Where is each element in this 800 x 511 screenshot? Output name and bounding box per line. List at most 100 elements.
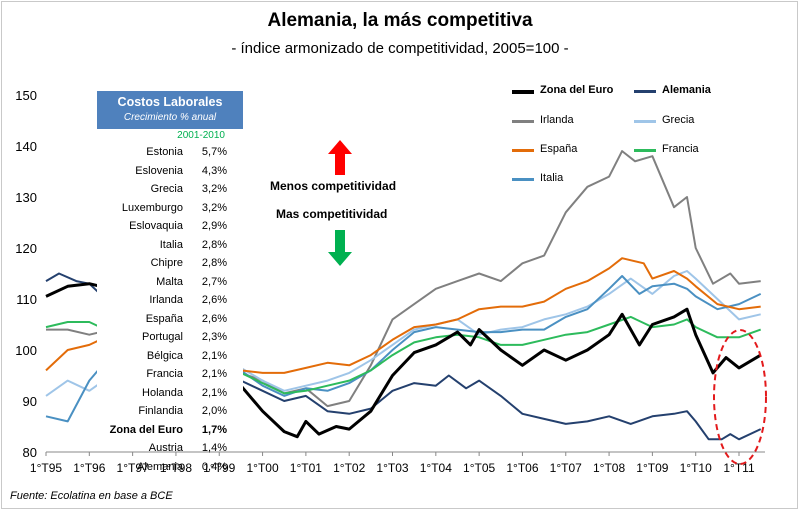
legend-swatch [512, 90, 534, 94]
arrow-up-icon [328, 140, 352, 175]
table-cell-value: 0,4% [201, 460, 227, 473]
table-cell-country: Francia [146, 368, 183, 380]
x-tick-label: 1°T03 [376, 461, 408, 475]
x-tick-label: 1°T04 [420, 461, 452, 475]
labor-costs-table: Costos Laborales Crecimiento % anual 200… [97, 91, 243, 473]
table-cell-country: España [145, 312, 183, 325]
table-row: Austria 1,4% [97, 439, 243, 458]
table-row: Holanda 2,1% [97, 384, 243, 403]
x-tick-label: 1°T97 [117, 461, 149, 475]
legend-label: Alemania [662, 84, 711, 96]
table-row: Estonia 5,7% [97, 143, 243, 162]
table-header: Costos Laborales Crecimiento % anual [97, 91, 243, 129]
table-cell-country: Zona del Euro [109, 423, 183, 436]
x-tick-label: 1°T05 [463, 461, 495, 475]
x-tick-label: 1°T00 [246, 461, 278, 475]
table-cell-value: 2,3% [201, 331, 227, 343]
legend-swatch [512, 149, 534, 152]
highlight-ellipse-chart [713, 329, 767, 465]
table-row: Eslovaquia 2,9% [97, 217, 243, 236]
table-cell-value: 1,7% [201, 423, 227, 436]
table-cell-value: 5,7% [201, 146, 227, 158]
table-title: Costos Laborales [117, 95, 223, 109]
table-row: Francia 2,1% [97, 365, 243, 384]
legend-label: Irlanda [540, 114, 574, 126]
source-note: Fuente: Ecolatina en base a BCE [10, 490, 173, 502]
table-cell-value: 2,8% [201, 238, 227, 251]
table-cell-country: Portugal [142, 331, 183, 343]
table-cell-country: Austria [148, 442, 183, 454]
table-cell-country: Chipre [150, 257, 183, 269]
table-cell-value: 2,6% [201, 294, 227, 306]
y-tick-label: 130 [15, 190, 37, 205]
table-cell-country: Alemania [137, 460, 183, 473]
legend-label: España [540, 143, 578, 155]
annotation-more-competitive: Mas competitividad [276, 207, 388, 221]
table-row: Chipre 2,8% [97, 254, 243, 273]
legend-swatch [634, 149, 656, 152]
chart-title: Alemania, la más competitiva [267, 10, 533, 31]
table-cell-country: Bélgica [146, 349, 183, 362]
table-period: 2001-2010 [177, 130, 225, 141]
legend-swatch [512, 178, 534, 181]
axes: 80 90 100 110 120 130 140 150 1°T95 1°T96 1°T97 1°T… [15, 88, 765, 475]
table-rows: Estonia 5,7% Eslovenia 4,3% Grecia 3,2% Luxemb… [97, 143, 243, 476]
table-cell-value: 2,1% [201, 386, 227, 399]
y-tick-label: 110 [16, 292, 37, 307]
x-tick-label: 1°T10 [680, 461, 712, 475]
table-cell-country: Finlandia [138, 405, 183, 417]
legend-label: Italia [540, 172, 564, 184]
table-row: Grecia 3,2% [97, 180, 243, 199]
y-tick-label: 90 [23, 394, 37, 409]
table-cell-country: Holanda [142, 386, 183, 399]
y-tick-label: 80 [23, 445, 37, 460]
x-tick-label: 1°T01 [290, 461, 322, 475]
table-cell-country: Irlanda [149, 294, 183, 306]
y-tick-label: 100 [15, 343, 37, 358]
legend-swatch [512, 120, 534, 123]
table-cell-value: 3,2% [201, 183, 227, 195]
y-tick-label: 120 [15, 241, 37, 256]
chart-subtitle: - índice armonizado de competitividad, 2… [231, 40, 569, 57]
y-tick-label: 150 [15, 88, 37, 103]
table-cell-country: Estonia [146, 146, 183, 158]
table-cell-country: Eslovaquia [129, 220, 183, 232]
table-cell-country: Luxemburgo [121, 201, 183, 214]
legend-label: Zona del Euro [540, 84, 614, 96]
table-cell-value: 2,8% [201, 257, 227, 269]
y-tick-label: 140 [15, 139, 37, 154]
table-cell-country: Malta [156, 275, 183, 288]
table-row: Portugal 2,3% [97, 328, 243, 347]
table-row: Zona del Euro 1,7% [97, 421, 243, 440]
table-row: Bélgica 2,1% [97, 347, 243, 366]
table-row: Italia 2,8% [97, 236, 243, 255]
x-tick-label: 1°T07 [550, 461, 582, 475]
x-tick-label: 1°T95 [30, 461, 62, 475]
table-cell-value: 2,7% [201, 275, 227, 288]
table-cell-value: 2,1% [201, 349, 227, 362]
x-tick-label: 1°T96 [73, 461, 105, 475]
x-tick-label: 1°T06 [506, 461, 538, 475]
table-row: Luxemburgo 3,2% [97, 199, 243, 218]
table-row: Irlanda 2,6% [97, 291, 243, 310]
table-row: Malta 2,7% [97, 273, 243, 292]
legend-label: Francia [662, 143, 699, 155]
table-row: Eslovenia 4,3% [97, 162, 243, 181]
table-subtitle: Crecimiento % anual [123, 112, 217, 123]
legend-swatch [634, 120, 656, 123]
legend-label: Grecia [662, 114, 695, 126]
table-row: Alemania 0,4% [97, 458, 243, 477]
table-cell-country: Italia [159, 238, 183, 251]
table-cell-value: 2,1% [201, 368, 227, 380]
arrow-down-icon [328, 230, 352, 266]
x-tick-label: 1°T99 [203, 461, 235, 475]
table-cell-value: 1,4% [201, 442, 227, 454]
table-cell-value: 2,9% [201, 220, 227, 232]
table-cell-value: 2,0% [201, 405, 227, 417]
table-cell-value: 2,6% [201, 312, 227, 325]
x-tick-label: 1°T08 [593, 461, 625, 475]
table-cell-country: Grecia [150, 183, 183, 195]
table-row: España 2,6% [97, 310, 243, 329]
table-cell-value: 3,2% [201, 201, 227, 214]
